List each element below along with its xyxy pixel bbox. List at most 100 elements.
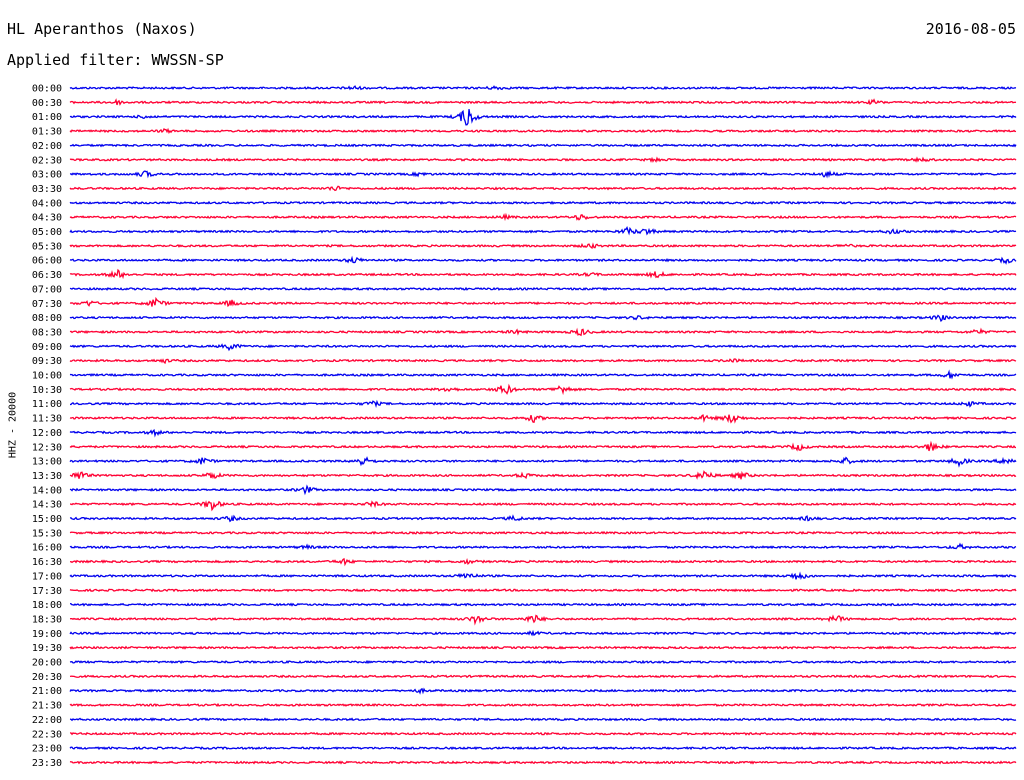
seismogram-trace — [69, 530, 1017, 535]
trace-time-label: 11:00 — [32, 399, 62, 410]
seismogram-trace — [69, 369, 1017, 380]
seismogram-trace — [69, 514, 1017, 523]
seismogram-trace — [69, 383, 1017, 396]
seismogram-trace — [69, 456, 1017, 468]
trace-time-label: 22:00 — [32, 715, 62, 726]
seismogram-trace — [69, 127, 1017, 135]
seismogram-trace — [69, 358, 1017, 365]
trace-time-label: 07:00 — [32, 284, 62, 295]
trace-time-label: 00:00 — [32, 84, 62, 95]
seismogram-trace — [69, 226, 1017, 236]
trace-time-label: 20:00 — [32, 658, 62, 669]
seismogram-trace — [69, 109, 1017, 126]
seismogram-trace — [69, 588, 1017, 593]
seismogram-trace — [69, 687, 1017, 695]
seismogram-trace — [69, 629, 1017, 637]
trace-time-label: 22:30 — [32, 729, 62, 740]
trace-time-label: 19:30 — [32, 643, 62, 654]
trace-time-label: 05:30 — [32, 241, 62, 252]
trace-time-label: 23:30 — [32, 758, 62, 769]
seismogram-trace — [69, 760, 1017, 765]
seismogram-trace — [69, 674, 1017, 679]
trace-time-label: 21:00 — [32, 686, 62, 697]
trace-time-label: 04:30 — [32, 213, 62, 224]
trace-time-label: 05:00 — [32, 227, 62, 238]
trace-time-label: 20:30 — [32, 672, 62, 683]
trace-time-label: 12:30 — [32, 442, 62, 453]
seismogram-trace — [69, 200, 1017, 205]
trace-time-label: 18:00 — [32, 600, 62, 611]
trace-time-label: 02:00 — [32, 141, 62, 152]
seismogram-trace — [69, 645, 1017, 650]
seismogram-trace — [69, 242, 1017, 250]
trace-time-label: 16:00 — [32, 543, 62, 554]
seismogram-trace — [69, 85, 1017, 91]
trace-time-label: 11:30 — [32, 414, 62, 425]
seismogram-trace — [69, 98, 1017, 106]
date-label: 2016-08-05 — [925, 20, 1016, 38]
trace-time-label: 21:30 — [32, 701, 62, 712]
seismogram-trace — [69, 414, 1017, 424]
trace-time-label: 03:30 — [32, 184, 62, 195]
trace-time-label: 07:30 — [32, 299, 62, 310]
seismogram-trace — [69, 614, 1017, 626]
trace-time-label: 15:00 — [32, 514, 62, 525]
trace-time-label: 14:00 — [32, 485, 62, 496]
trace-time-label: 08:30 — [32, 327, 62, 338]
seismogram-trace — [69, 470, 1017, 480]
seismogram-trace — [69, 327, 1017, 337]
trace-time-label: 08:00 — [32, 313, 62, 324]
seismogram-trace — [69, 659, 1017, 665]
station-title: HL Aperanthos (Naxos) — [7, 20, 197, 38]
trace-time-label: 13:30 — [32, 471, 62, 482]
trace-time-label: 06:00 — [32, 256, 62, 267]
seismogram-trace — [69, 314, 1017, 323]
trace-time-label: 17:00 — [32, 571, 62, 582]
seismogram-trace — [69, 212, 1017, 222]
filter-label: Applied filter: WWSSN-SP — [7, 51, 224, 69]
seismogram-trace — [69, 296, 1017, 308]
seismogram-trace — [69, 185, 1017, 192]
trace-time-label: 17:30 — [32, 586, 62, 597]
trace-time-label: 01:00 — [32, 112, 62, 123]
seismogram-trace — [69, 484, 1017, 496]
trace-time-label: 18:30 — [32, 614, 62, 625]
seismogram-trace — [69, 542, 1017, 551]
trace-time-label: 01:30 — [32, 127, 62, 138]
trace-time-label: 03:00 — [32, 170, 62, 181]
seismogram-trace — [69, 602, 1017, 607]
seismogram-trace — [69, 440, 1017, 452]
trace-time-label: 02:30 — [32, 155, 62, 166]
seismogram-trace — [69, 156, 1017, 163]
trace-time-label: 04:00 — [32, 198, 62, 209]
seismogram-trace — [69, 399, 1017, 408]
trace-time-label: 10:30 — [32, 385, 62, 396]
trace-time-label: 13:00 — [32, 457, 62, 468]
trace-time-label: 15:30 — [32, 528, 62, 539]
seismogram-trace — [69, 286, 1017, 292]
seismogram-trace — [69, 717, 1017, 722]
seismogram-trace — [69, 557, 1017, 567]
trace-time-label: 14:30 — [32, 500, 62, 511]
seismogram-trace — [69, 571, 1017, 580]
seismogram-trace — [69, 268, 1017, 280]
trace-time-label: 09:30 — [32, 356, 62, 367]
trace-time-label: 23:00 — [32, 744, 62, 755]
trace-time-label: 16:30 — [32, 557, 62, 568]
trace-time-label: 19:00 — [32, 629, 62, 640]
seismogram-trace — [69, 343, 1017, 352]
seismogram-trace — [69, 428, 1017, 438]
trace-time-label: 06:30 — [32, 270, 62, 281]
seismogram-trace — [69, 170, 1017, 179]
seismogram-trace — [69, 499, 1017, 512]
seismogram-trace — [69, 746, 1017, 751]
seismogram-trace — [69, 255, 1017, 265]
trace-time-label: 10:00 — [32, 371, 62, 382]
seismogram-trace — [69, 702, 1017, 708]
trace-time-label: 00:30 — [32, 98, 62, 109]
trace-time-label: 12:00 — [32, 428, 62, 439]
seismogram-trace — [69, 143, 1017, 148]
trace-time-label: 09:00 — [32, 342, 62, 353]
seismogram-trace — [69, 731, 1017, 736]
